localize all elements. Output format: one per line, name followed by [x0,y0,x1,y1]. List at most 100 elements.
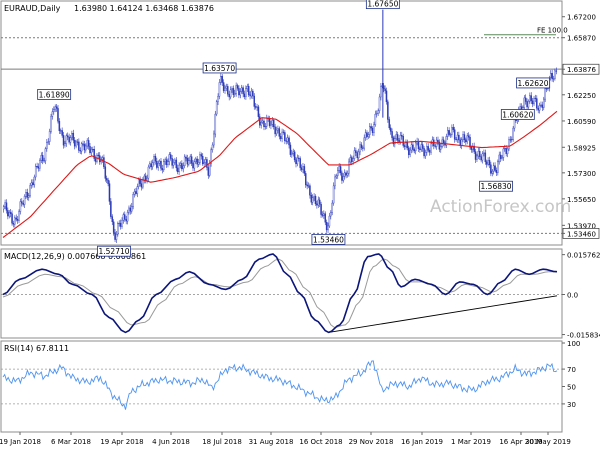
candle-body [495,170,498,173]
candle-body [483,152,485,154]
candle-body [186,158,189,165]
candle-body [92,149,94,151]
axis-labels: 1.67200 1.65870 1.63876 1.62250 1.60590 1.589… [0,14,600,446]
candle-body [195,158,197,162]
candle-body [41,155,44,161]
candle-body [384,88,386,92]
price-annotation-label: 1.56830 [481,182,512,191]
candle-body [117,223,119,235]
candle-body [9,212,12,214]
candle-body [40,155,43,161]
candle-body [349,157,352,163]
fe-label: FE 100.0 [537,27,568,35]
candle-body [392,137,395,145]
price-annotation-box [97,245,131,257]
candle-body [472,145,474,150]
x-tick-label: 31 Aug 2018 [249,438,294,446]
candle-body [478,150,481,157]
candle-body [136,186,139,194]
candle-body [73,140,76,147]
candle-body [61,130,63,136]
candle-body [129,207,132,212]
candle-body [114,232,116,240]
candle-body [43,160,45,162]
candle-body [149,163,151,168]
candle-body [353,150,356,159]
candle-body [206,159,208,168]
candle-body [298,157,300,159]
candle-body [87,140,90,147]
price-annotation-label: 1.62620 [518,79,549,88]
candle-body [413,149,416,152]
price-annotation-label: 1.63570 [204,64,235,73]
macd-tick-label: 0.0 [567,292,578,300]
candle-body [502,148,505,158]
candle-body [261,120,264,123]
candle-body [538,105,541,111]
candle-body [391,131,393,138]
candle-body [410,144,413,151]
candle-body [176,167,179,173]
candle-body [279,136,282,139]
candle-body [307,185,310,187]
candle-body [65,135,68,144]
candle-body [310,195,313,203]
candle-body [366,132,368,137]
macd-trendline [328,295,558,333]
candle-body [549,73,552,79]
candle-body [163,161,165,171]
candle-body [256,106,258,108]
candle-body [403,145,406,147]
candle-body [15,217,17,220]
candle-body [104,166,107,179]
candle-body [401,135,403,137]
candle-body [19,201,22,212]
candle-body [37,166,40,169]
candle-body [445,136,448,146]
price-panel-frame [0,0,563,246]
rsi-tick-label: 100 [567,340,580,348]
price-annotation-label: 1.52710 [99,247,130,256]
candle-body [220,76,222,83]
candle-body [225,86,228,89]
candle-body [140,183,143,188]
candle-body [377,110,379,114]
candle-body [305,173,307,186]
candle-body [533,97,535,105]
candle-body [328,215,331,227]
candle-body [463,134,466,141]
candle-body [232,88,235,95]
candle-body [165,159,168,166]
candle-body [217,96,219,102]
candle-body [402,136,404,146]
price-annotation-box [516,77,550,89]
candle-body [369,126,371,135]
candle-body [196,158,198,165]
candle-body [428,150,431,153]
candle-body [249,94,251,97]
candle-body [231,88,233,90]
candle-body [264,126,267,128]
candle-body [474,151,477,160]
ohlc-label: 1.63980 1.64124 1.63468 1.63876 [74,4,214,13]
candle-body [544,88,546,100]
candle-body [189,156,191,161]
candle-body [23,196,26,205]
candle-body [350,157,353,162]
x-tick-label: 18 Jul 2018 [202,438,242,446]
candle-body [93,149,95,159]
candle-body [80,143,83,152]
candle-body [537,107,539,111]
candle-body [204,159,207,163]
candle-body [513,118,516,129]
candle-body [243,93,246,97]
candle-body [44,148,47,162]
candle-body [57,108,59,122]
candle-body [512,127,514,140]
x-tick-label: 29 Nov 2018 [349,438,394,446]
macd-panel-frame [0,248,563,339]
candle-body [324,213,326,223]
candle-body [79,150,82,152]
candle-body [51,111,54,117]
x-tick-label: 4 Jun 2018 [152,438,190,446]
